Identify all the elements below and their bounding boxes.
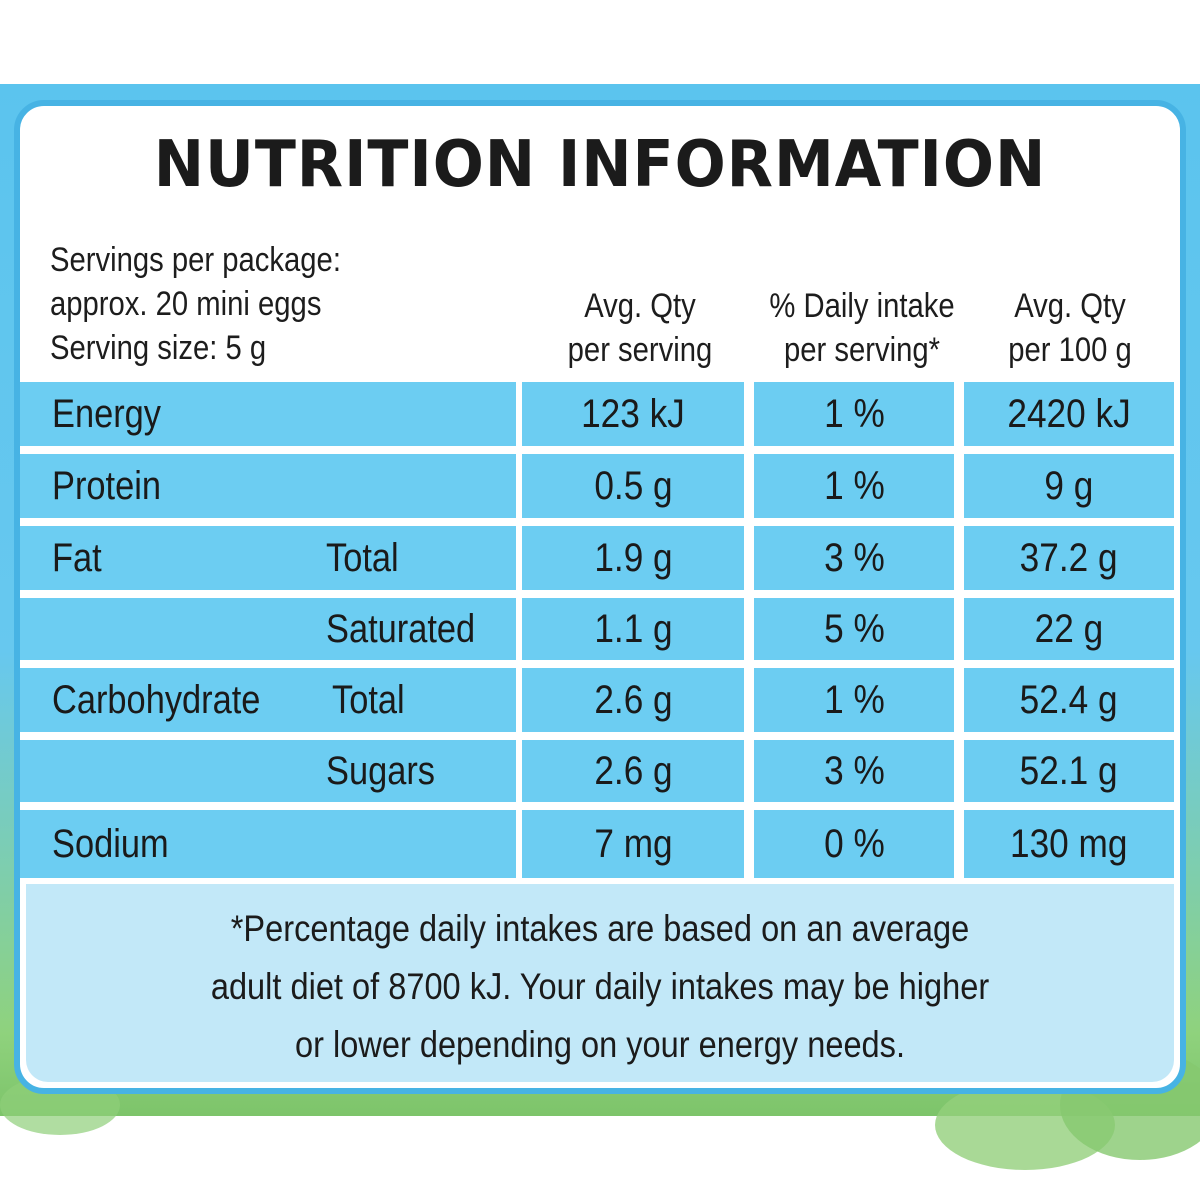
nutrient-label-cell: Carbohydrate Total [20, 668, 516, 732]
footnote-box: *Percentage daily intakes are based on a… [26, 884, 1174, 1082]
per-100g-cell: 9 g [964, 454, 1174, 518]
daily-intake-cell: 3 % [754, 740, 954, 802]
per-serving-cell: 123 kJ [522, 382, 744, 446]
per-serving-cell: 0.5 g [522, 454, 744, 518]
serving-info: Servings per package: approx. 20 mini eg… [50, 238, 341, 370]
nutrient-label-cell: Protein [20, 454, 516, 518]
nutrient-label: Fat [52, 535, 102, 580]
daily-intake-cell: 3 % [754, 526, 954, 590]
footnote-text: *Percentage daily intakes are based on a… [210, 908, 990, 1065]
per-100g-cell: 22 g [964, 598, 1174, 660]
servings-approx: approx. 20 mini eggs [50, 285, 322, 323]
nutrient-label: Protein [52, 463, 162, 508]
table-row-sodium: Sodium 7 mg 0 % 130 mg [20, 810, 1180, 878]
nutrient-label-cell: Sodium [20, 810, 516, 878]
per-100g-cell: 52.1 g [964, 740, 1174, 802]
nutrient-label: Carbohydrate [52, 677, 261, 722]
nutrition-panel: NUTRITION INFORMATION Servings per packa… [14, 100, 1186, 1094]
servings-per-package: Servings per package: [50, 241, 341, 279]
table-row-fat-total: Fat Total 1.9 g 3 % 37.2 g [20, 526, 1180, 590]
per-serving-cell: 7 mg [522, 810, 744, 878]
per-serving-cell: 2.6 g [522, 740, 744, 802]
table-row-protein: Protein 0.5 g 1 % 9 g [20, 454, 1180, 518]
nutrient-label-cell: Saturated [20, 598, 516, 660]
column-header-daily-intake: % Daily intake per serving* [769, 287, 955, 369]
nutrient-sublabel: Total [332, 677, 405, 722]
per-100g-cell: 52.4 g [964, 668, 1174, 732]
per-100g-cell: 2420 kJ [964, 382, 1174, 446]
per-serving-cell: 1.9 g [522, 526, 744, 590]
nutrient-label: Energy [52, 391, 162, 436]
nutrient-sublabel: Sugars [326, 748, 436, 793]
daily-intake-cell: 1 % [754, 668, 954, 732]
table-row-fat-saturated: Saturated 1.1 g 5 % 22 g [20, 598, 1180, 660]
daily-intake-cell: 0 % [754, 810, 954, 878]
per-serving-cell: 1.1 g [522, 598, 744, 660]
per-serving-cell: 2.6 g [522, 668, 744, 732]
daily-intake-cell: 1 % [754, 382, 954, 446]
nutrient-sublabel: Total [326, 535, 399, 580]
per-100g-cell: 37.2 g [964, 526, 1174, 590]
table-row-carbohydrate-total: Carbohydrate Total 2.6 g 1 % 52.4 g [20, 668, 1180, 732]
nutrient-label-cell: Energy [20, 382, 516, 446]
per-100g-cell: 130 mg [964, 810, 1174, 878]
serving-size: Serving size: 5 g [50, 329, 267, 367]
nutrient-label-cell: Fat Total [20, 526, 516, 590]
table-row-energy: Energy 123 kJ 1 % 2420 kJ [20, 382, 1180, 446]
table-row-sugars: Sugars 2.6 g 3 % 52.1 g [20, 740, 1180, 802]
column-header-per-100g: Avg. Qty per 100 g [1008, 287, 1132, 369]
panel-title: NUTRITION INFORMATION [153, 128, 1047, 202]
daily-intake-cell: 5 % [754, 598, 954, 660]
nutrient-sublabel: Saturated [326, 606, 476, 651]
nutrient-label-cell: Sugars [20, 740, 516, 802]
daily-intake-cell: 1 % [754, 454, 954, 518]
nutrient-label: Sodium [52, 821, 169, 866]
column-header-per-serving: Avg. Qty per serving [567, 287, 713, 369]
